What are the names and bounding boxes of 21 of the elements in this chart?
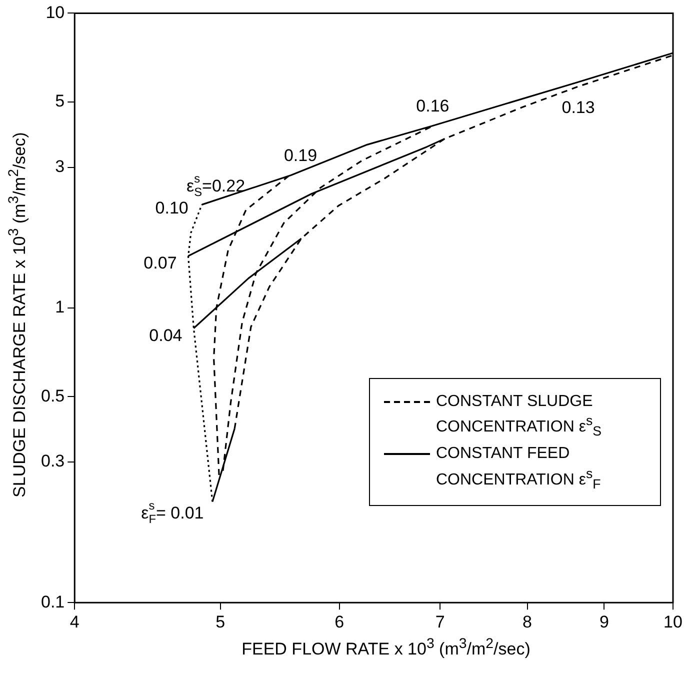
y-tick-label: 0.1 xyxy=(40,592,65,612)
x-tick-label: 4 xyxy=(70,612,80,632)
y-tick-label: 5 xyxy=(55,92,65,111)
y-tick-label: 3 xyxy=(55,156,65,176)
x-tick-label: 10 xyxy=(664,612,682,632)
x-tick-label: 8 xyxy=(522,612,532,632)
series-label: 0.16 xyxy=(416,96,450,116)
y-tick-label: 1 xyxy=(55,298,65,317)
x-axis-title: FEED FLOW RATE x 10$^{3}$ (m$^{3}$/m$^{2}$/sec) xyxy=(240,636,532,660)
x-tick-label: 7 xyxy=(435,612,445,632)
series-label: 0.10 xyxy=(155,198,188,218)
y-tick-label: 10 xyxy=(46,2,65,22)
y-tick-label: 0.5 xyxy=(40,386,65,406)
y-tick-label: 0.3 xyxy=(40,452,65,471)
series-label: 0.04 xyxy=(149,326,182,345)
x-tick-label: 5 xyxy=(216,612,226,632)
x-tick-label: 6 xyxy=(334,612,344,632)
x-tick-label: 9 xyxy=(599,612,609,632)
series-label: 0.07 xyxy=(144,254,177,273)
series-label: 0.19 xyxy=(284,146,318,165)
series-label: 0.13 xyxy=(562,98,595,118)
